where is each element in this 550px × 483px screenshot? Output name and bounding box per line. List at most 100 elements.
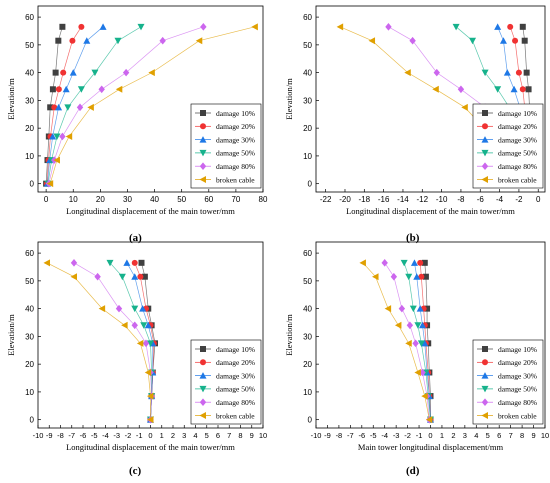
y-tick-label: 20 bbox=[25, 124, 34, 133]
data-point bbox=[114, 37, 122, 45]
legend-marker bbox=[200, 110, 206, 116]
x-tick-label: -4 bbox=[496, 195, 504, 204]
data-point bbox=[139, 305, 147, 312]
x-tick-label: -8 bbox=[457, 195, 465, 204]
data-point bbox=[98, 85, 105, 94]
data-point bbox=[136, 339, 144, 347]
data-point bbox=[98, 305, 106, 313]
x-axis-label: Main tower longitudinal displacement/mm bbox=[358, 442, 504, 452]
data-point bbox=[251, 23, 258, 31]
legend-label: damage 30% bbox=[498, 371, 537, 380]
x-tick-label: 10 bbox=[259, 431, 267, 440]
series-line bbox=[362, 262, 430, 420]
data-point bbox=[416, 305, 424, 312]
data-point bbox=[418, 321, 426, 329]
y-tick-label: 0 bbox=[30, 180, 35, 189]
y-tick-label: 50 bbox=[303, 277, 312, 286]
series-line bbox=[45, 26, 63, 184]
data-point bbox=[46, 180, 54, 188]
x-tick-label: 3 bbox=[182, 431, 186, 440]
x-tick-label: -9 bbox=[46, 431, 53, 440]
legend-label: damage 20% bbox=[216, 358, 255, 367]
y-tick-label: 40 bbox=[25, 305, 34, 314]
data-point bbox=[200, 23, 207, 31]
x-tick-label: 60 bbox=[204, 195, 213, 204]
x-tick-label: -7 bbox=[68, 431, 75, 440]
y-tick-label: 60 bbox=[303, 249, 312, 258]
data-point bbox=[421, 392, 428, 400]
legend-marker bbox=[200, 359, 206, 366]
data-point bbox=[410, 259, 418, 266]
legend-label: broken cable bbox=[216, 175, 255, 184]
data-point bbox=[144, 321, 152, 329]
y-tick-label: 10 bbox=[25, 388, 34, 397]
y-tick-label: 10 bbox=[303, 388, 312, 397]
legend-label: damage 30% bbox=[216, 135, 255, 144]
x-tick-label: -1 bbox=[136, 431, 143, 440]
legend-label: damage 80% bbox=[216, 162, 255, 171]
data-point bbox=[64, 104, 72, 111]
x-tick-label: -6 bbox=[477, 195, 485, 204]
panel-a-label: (a) bbox=[129, 232, 142, 244]
series-line bbox=[47, 26, 104, 184]
y-tick-label: 0 bbox=[308, 416, 313, 425]
legend-marker bbox=[481, 412, 488, 419]
data-point bbox=[523, 69, 530, 76]
panel-b-label: (b) bbox=[406, 232, 420, 244]
data-point bbox=[494, 23, 502, 30]
legend-label: damage 10% bbox=[498, 109, 537, 118]
legend-marker bbox=[199, 412, 206, 419]
x-tick-label: 9 bbox=[250, 431, 254, 440]
x-tick-label: -5 bbox=[91, 431, 98, 440]
data-point bbox=[47, 104, 54, 111]
data-point bbox=[49, 132, 57, 140]
data-point bbox=[503, 69, 511, 76]
data-point bbox=[421, 259, 428, 266]
legend-marker bbox=[482, 123, 488, 130]
x-tick-label: 9 bbox=[531, 431, 535, 440]
data-point bbox=[384, 305, 392, 313]
data-point bbox=[405, 339, 412, 347]
x-tick-label: -20 bbox=[339, 195, 351, 204]
legend-marker bbox=[199, 385, 207, 393]
data-point bbox=[195, 37, 203, 45]
series-line bbox=[47, 26, 142, 184]
legend-box bbox=[472, 339, 544, 425]
legend-marker bbox=[481, 385, 489, 393]
legend-label: broken cable bbox=[498, 175, 537, 184]
y-tick-label: 40 bbox=[25, 69, 34, 78]
series-line bbox=[46, 262, 151, 420]
x-tick-label: -9 bbox=[324, 431, 331, 440]
data-point bbox=[55, 103, 63, 111]
data-point bbox=[144, 368, 152, 376]
data-point bbox=[148, 69, 155, 77]
x-tick-label: -3 bbox=[113, 431, 120, 440]
data-point bbox=[418, 273, 425, 280]
x-tick-label: 50 bbox=[177, 195, 186, 204]
data-point bbox=[78, 23, 85, 30]
y-tick-label: 60 bbox=[25, 13, 34, 22]
data-point bbox=[433, 68, 440, 77]
series-line bbox=[424, 262, 431, 420]
y-tick-label: 20 bbox=[25, 360, 34, 369]
x-tick-label: -7 bbox=[347, 431, 354, 440]
panel-c-label: (c) bbox=[129, 465, 142, 477]
data-point bbox=[49, 86, 56, 93]
data-point bbox=[417, 259, 424, 266]
data-point bbox=[515, 69, 522, 76]
y-tick-label: 20 bbox=[303, 360, 312, 369]
series-line bbox=[384, 262, 430, 420]
x-tick-label: -6 bbox=[358, 431, 365, 440]
x-axis-label: Longitudinal displacement of the main to… bbox=[66, 206, 235, 216]
data-point bbox=[525, 86, 532, 93]
x-tick-label: -4 bbox=[102, 431, 109, 440]
y-axis-label: Elevation/m bbox=[6, 78, 16, 120]
x-tick-label: 0 bbox=[428, 431, 432, 440]
legend-label: damage 80% bbox=[216, 398, 255, 407]
legend-marker bbox=[200, 346, 206, 352]
data-point bbox=[59, 23, 66, 30]
y-tick-label: 10 bbox=[25, 152, 34, 161]
series-4 bbox=[45, 23, 207, 188]
x-tick-label: -22 bbox=[320, 195, 332, 204]
data-point bbox=[336, 23, 344, 31]
